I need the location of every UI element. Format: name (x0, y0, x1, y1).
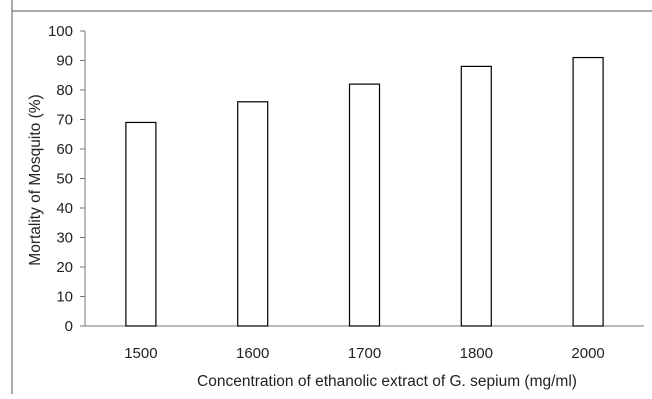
y-tick-label: 60 (56, 141, 73, 158)
x-tick-label: 1600 (236, 345, 269, 362)
x-tick-label: 1500 (124, 345, 157, 362)
x-tick-label: 1800 (460, 345, 493, 362)
y-tick-label: 90 (56, 53, 73, 70)
x-tick-label: 2000 (571, 345, 604, 362)
bar-1500 (125, 121, 157, 327)
bar-1600 (237, 101, 269, 327)
x-tick-label: 1700 (348, 345, 381, 362)
bar-1700 (348, 83, 381, 327)
bars (125, 56, 604, 327)
y-tick-label: 0 (65, 318, 73, 335)
y-tick-label: 10 (56, 289, 73, 306)
x-axis-title: Concentration of ethanolic extract of G.… (197, 373, 577, 390)
y-tick-label: 70 (56, 112, 73, 129)
y-tick-label: 100 (48, 23, 73, 40)
x-axis: 1500 1600 1700 1800 2000 (85, 325, 644, 362)
figure-border (11, 0, 652, 394)
y-tick-label: 30 (56, 230, 73, 247)
y-tick-label: 40 (56, 200, 73, 217)
y-tick-label: 20 (56, 259, 73, 276)
bar-2000 (572, 56, 604, 327)
y-axis-title: Mortality of Mosquito (%) (27, 94, 44, 265)
y-tick-label: 80 (56, 82, 73, 99)
y-tick-label: 50 (56, 171, 73, 188)
bar-1800 (460, 65, 492, 327)
y-axis: 0 10 20 30 40 50 60 70 80 90 100 (48, 23, 86, 335)
